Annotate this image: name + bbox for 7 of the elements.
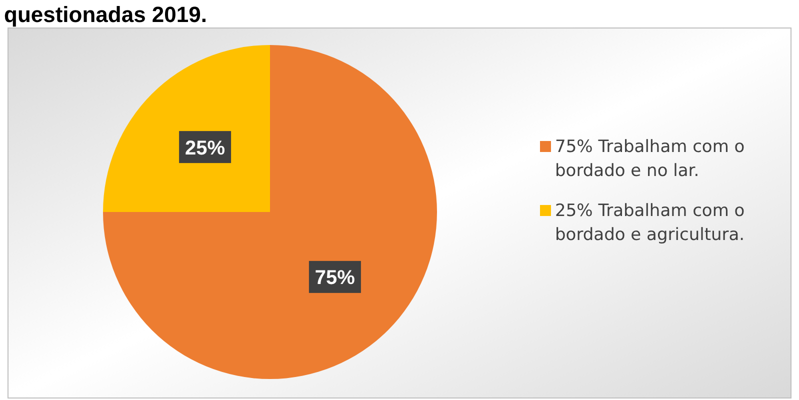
chart-title: questionadas 2019. [4,2,207,27]
data-label: 25% [185,137,226,160]
pie-slice [103,45,437,379]
pie-slice [103,45,270,212]
legend-label: 25% Trabalham com o bordado e agricultura. [555,201,745,245]
legend-label: 75% Trabalham com o bordado e no lar. [555,137,745,181]
data-label: 75% [314,267,356,290]
